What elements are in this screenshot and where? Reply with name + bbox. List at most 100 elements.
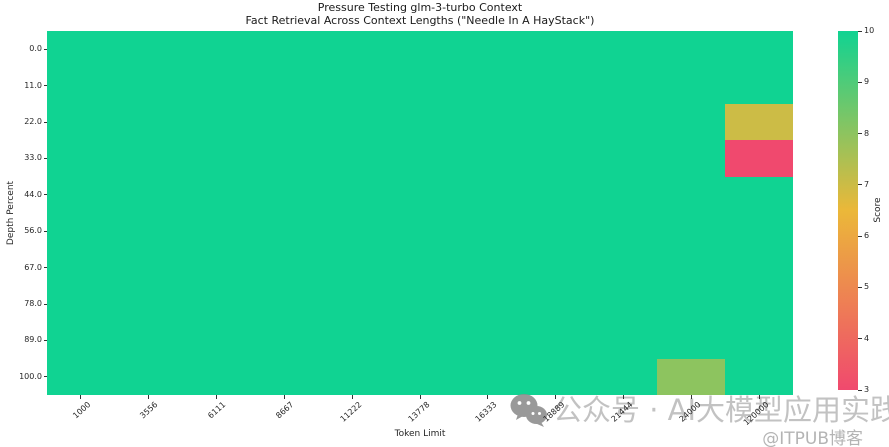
tick-mark: [858, 133, 862, 135]
tick-mark: [148, 395, 150, 399]
heatmap-cell: [318, 176, 387, 213]
heatmap-cell: [250, 213, 319, 250]
heatmap-cell: [182, 285, 251, 323]
colorbar-tick-label: 6: [864, 231, 870, 241]
heatmap-cell: [725, 176, 793, 213]
tick-mark: [690, 395, 692, 399]
colorbar-tick-label: 8: [864, 128, 870, 138]
heatmap-cell: [47, 213, 115, 250]
heatmap-cell: [521, 249, 590, 286]
heatmap-cell: [725, 31, 793, 68]
heatmap-cell: [657, 358, 726, 395]
heatmap: [47, 31, 793, 395]
tick-mark: [43, 267, 47, 269]
tick-mark: [419, 395, 421, 399]
heatmap-cell: [589, 67, 658, 104]
heatmap-cell: [657, 176, 726, 213]
heatmap-cell: [521, 176, 590, 213]
heatmap-cell: [182, 140, 251, 177]
heatmap-cell: [521, 67, 590, 104]
tick-mark: [858, 235, 862, 237]
x-axis-title: Token Limit: [394, 429, 446, 439]
heatmap-cell: [657, 103, 726, 141]
heatmap-cell: [386, 176, 454, 213]
watermark-text: 公众号 · AI大模型应用实践: [553, 393, 889, 427]
heatmap-cell: [250, 67, 319, 104]
heatmap-cell: [386, 249, 454, 286]
y-tick-label: 22.0: [24, 117, 42, 126]
heatmap-cell: [318, 31, 387, 68]
y-tick-label: 33.0: [24, 153, 42, 163]
tick-mark: [758, 395, 760, 399]
heatmap-cell: [386, 140, 454, 177]
colorbar-tick-label: 9: [864, 77, 870, 87]
x-tick-label: 11222: [338, 400, 364, 424]
heatmap-cell: [182, 249, 251, 286]
heatmap-cell: [182, 322, 251, 359]
heatmap-cell: [453, 322, 522, 359]
heatmap-cell: [47, 358, 115, 395]
heatmap-cell: [725, 249, 793, 286]
heatmap-cell: [250, 285, 319, 323]
chart-title-line1: Pressure Testing glm-3-turbo Context: [317, 1, 523, 14]
heatmap-cell: [386, 285, 454, 323]
heatmap-cell: [318, 249, 387, 286]
heatmap-cell: [589, 176, 658, 213]
heatmap-cell: [725, 213, 793, 250]
heatmap-cell: [114, 67, 183, 104]
tick-mark: [555, 395, 557, 399]
heatmap-cell: [318, 358, 387, 395]
heatmap-cell: [47, 322, 115, 359]
tick-mark: [858, 30, 862, 32]
heatmap-cell: [182, 67, 251, 104]
heatmap-cell: [521, 103, 590, 141]
tick-mark: [858, 338, 862, 340]
heatmap-cell: [725, 322, 793, 359]
heatmap-cell: [521, 213, 590, 250]
heatmap-cell: [657, 67, 726, 104]
heatmap-cell: [386, 358, 454, 395]
tick-mark: [351, 395, 353, 399]
heatmap-cell: [657, 249, 726, 286]
chart-title: Pressure Testing glm-3-turbo Context Fac…: [47, 1, 793, 27]
tick-mark: [43, 194, 47, 196]
heatmap-cell: [521, 31, 590, 68]
y-tick-label: 67.0: [24, 262, 42, 272]
y-tick-label: 11.0: [24, 80, 42, 90]
heatmap-cell: [47, 67, 115, 104]
x-tick-label: 120000: [741, 400, 771, 428]
tick-mark: [43, 157, 47, 159]
heatmap-cell: [386, 103, 454, 141]
tick-mark: [43, 376, 47, 378]
heatmap-cell: [725, 358, 793, 395]
heatmap-cell: [114, 213, 183, 250]
heatmap-cell: [182, 176, 251, 213]
tick-mark: [858, 286, 862, 288]
heatmap-cell: [47, 249, 115, 286]
tick-mark: [43, 230, 47, 232]
tick-mark: [858, 184, 862, 186]
heatmap-cell: [114, 103, 183, 141]
heatmap-cell: [114, 358, 183, 395]
heatmap-cell: [657, 31, 726, 68]
y-tick-label: 100.0: [19, 371, 42, 381]
heatmap-cell: [589, 285, 658, 323]
heatmap-cell: [182, 31, 251, 68]
heatmap-cell: [114, 285, 183, 323]
heatmap-cell: [386, 213, 454, 250]
wechat-icon: [510, 394, 547, 427]
heatmap-cell: [250, 140, 319, 177]
y-tick-label: 78.0: [24, 299, 42, 308]
colorbar-tick-label: 5: [864, 282, 870, 292]
colorbar-tick-label: 7: [864, 179, 870, 189]
tick-mark: [283, 395, 285, 399]
tick-mark: [43, 121, 47, 123]
heatmap-cell: [657, 322, 726, 359]
colorbar-title: Score: [873, 197, 883, 223]
heatmap-cell: [657, 213, 726, 250]
tick-mark: [43, 48, 47, 50]
heatmap-cell: [589, 249, 658, 286]
y-tick-label: 89.0: [24, 335, 42, 345]
x-tick-label: 24000: [677, 400, 703, 424]
